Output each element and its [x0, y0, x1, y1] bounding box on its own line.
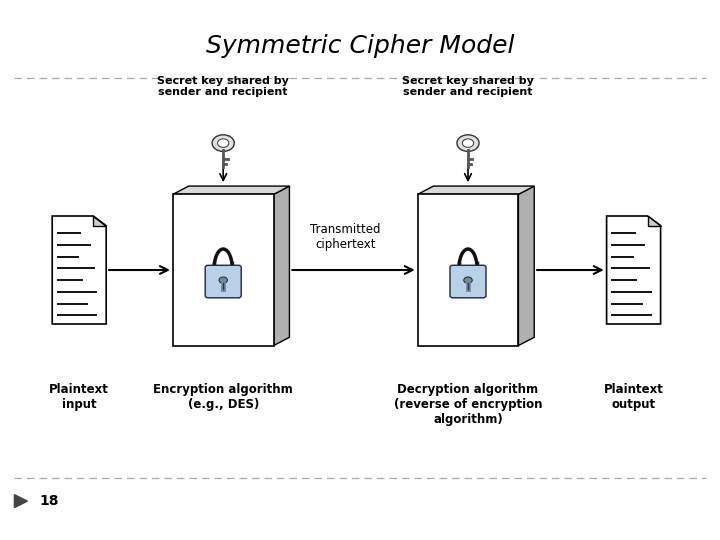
Text: Plaintext
input: Plaintext input [49, 383, 109, 411]
Text: Secret key shared by
sender and recipient: Secret key shared by sender and recipien… [402, 76, 534, 97]
FancyBboxPatch shape [205, 265, 241, 298]
Polygon shape [14, 495, 27, 508]
Circle shape [457, 135, 479, 151]
Polygon shape [94, 216, 107, 226]
Polygon shape [418, 186, 534, 194]
Circle shape [219, 277, 228, 284]
Circle shape [212, 135, 234, 151]
Text: Plaintext
output: Plaintext output [603, 383, 664, 411]
Polygon shape [173, 186, 289, 194]
Text: Decryption algorithm
(reverse of encryption
algorithm): Decryption algorithm (reverse of encrypt… [394, 383, 542, 427]
Text: Secret key shared by
sender and recipient: Secret key shared by sender and recipien… [157, 76, 289, 97]
Circle shape [464, 277, 472, 284]
Polygon shape [173, 194, 274, 346]
Circle shape [217, 139, 229, 147]
Polygon shape [53, 216, 107, 324]
FancyBboxPatch shape [450, 265, 486, 298]
Text: Encryption algorithm
(e.g., DES): Encryption algorithm (e.g., DES) [153, 383, 293, 411]
Polygon shape [606, 216, 661, 324]
Polygon shape [274, 186, 289, 346]
Text: 18: 18 [40, 494, 59, 508]
Polygon shape [418, 194, 518, 346]
Circle shape [462, 139, 474, 147]
Polygon shape [648, 216, 661, 226]
Polygon shape [518, 186, 534, 346]
Text: Symmetric Cipher Model: Symmetric Cipher Model [206, 34, 514, 58]
Text: Transmitted
ciphertext: Transmitted ciphertext [310, 223, 381, 251]
